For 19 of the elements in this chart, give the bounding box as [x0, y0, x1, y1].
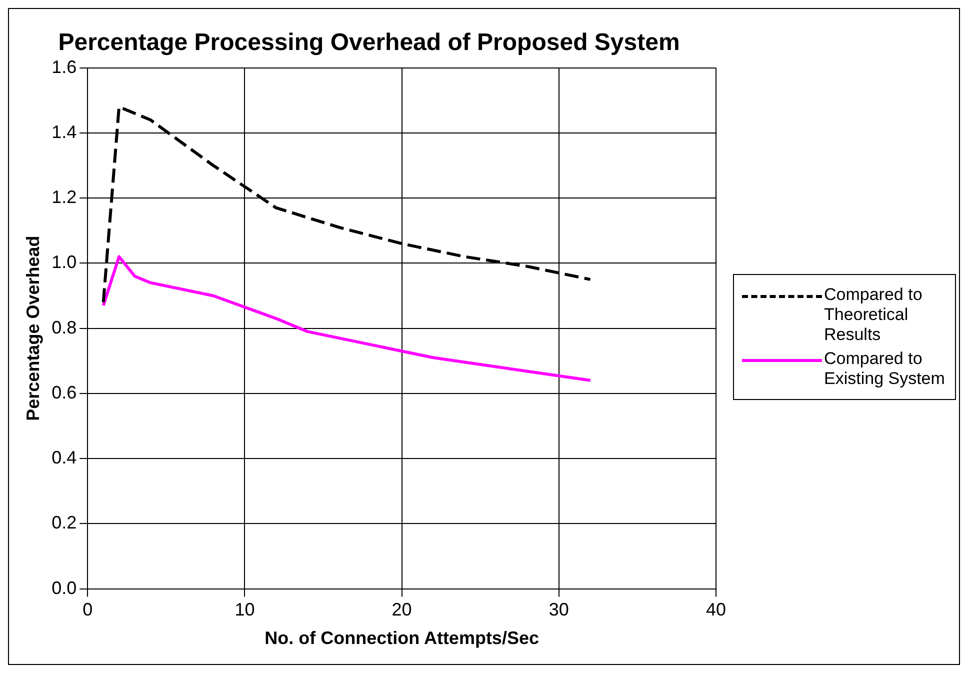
y-tick-label: 0.0 — [52, 578, 77, 598]
y-tick-label: 1.0 — [52, 252, 77, 272]
y-tick-label: 0.8 — [52, 317, 77, 338]
x-tick-label: 20 — [392, 600, 412, 620]
x-tick-label: 10 — [234, 600, 255, 620]
x-tick-label: 40 — [706, 600, 726, 620]
y-tick-label: 1.4 — [52, 122, 77, 142]
y-tick-label: 0.6 — [52, 382, 77, 402]
x-tick-label: 30 — [548, 600, 569, 620]
legend-label: Compared to Existing System — [824, 348, 946, 388]
y-axis-title: Percentage Overhead — [22, 236, 43, 421]
x-tick-label: 0 — [82, 600, 93, 620]
y-tick-label: 0.4 — [52, 448, 77, 468]
y-tick-label: 0.2 — [52, 512, 77, 533]
y-tick-label: 1.6 — [52, 56, 77, 77]
y-tick-label: 1.2 — [52, 187, 77, 208]
chart-title: Percentage Processing Overhead of Proposed System — [58, 29, 680, 56]
legend-label: Compared to Theoretical Results — [824, 284, 924, 344]
x-axis-title: No. of Connection Attempts/Sec — [264, 628, 539, 648]
